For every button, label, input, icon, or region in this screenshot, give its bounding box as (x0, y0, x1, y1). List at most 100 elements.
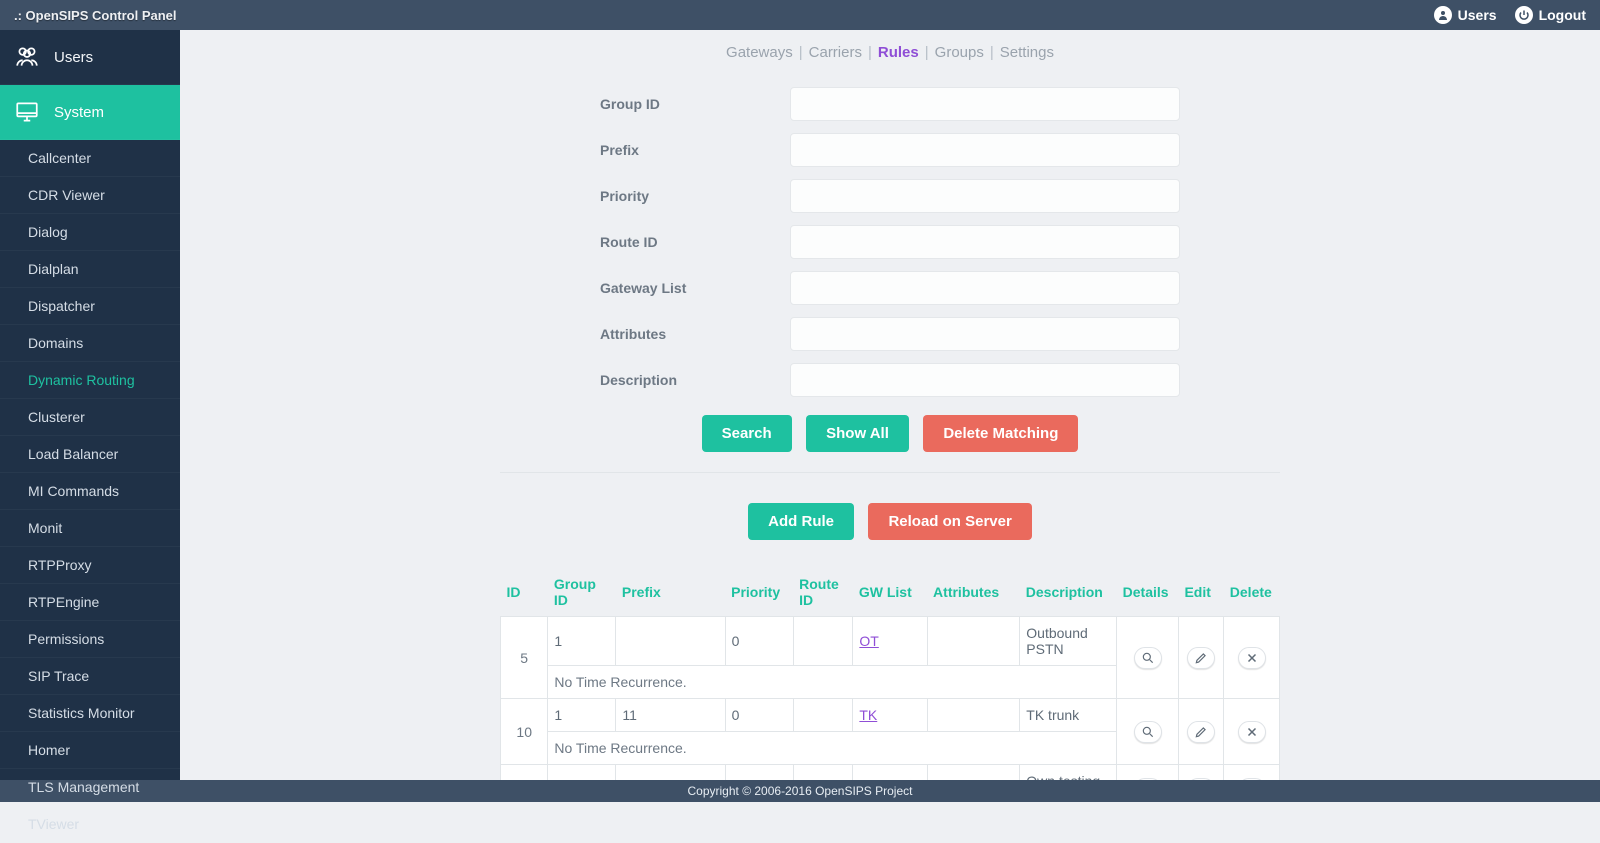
main-scroll[interactable]: Gateways|Carriers|Rules|Groups|Settings … (180, 30, 1600, 780)
details-icon[interactable] (1134, 647, 1162, 669)
reload-server-button[interactable]: Reload on Server (868, 503, 1031, 540)
cell-edit (1178, 617, 1223, 699)
cell-gw: OT (853, 617, 927, 666)
cell-id: 5 (501, 617, 548, 699)
input-priority[interactable] (790, 179, 1180, 213)
sidebar-item-cdr-viewer[interactable]: CDR Viewer (0, 177, 180, 214)
col-gw-list[interactable]: GW List (853, 568, 927, 617)
tab-groups[interactable]: Groups (935, 44, 984, 61)
sidebar-item-dialplan[interactable]: Dialplan (0, 251, 180, 288)
topbar-users-link[interactable]: Users (1434, 6, 1497, 24)
cell-edit (1178, 699, 1223, 765)
col-id[interactable]: ID (501, 568, 548, 617)
cell: 1 (548, 617, 616, 666)
cell (927, 765, 1020, 781)
edit-icon[interactable] (1187, 778, 1215, 780)
cell-id: 20 (501, 765, 548, 781)
tab-settings[interactable]: Settings (1000, 44, 1054, 61)
sidebar-item-mi-commands[interactable]: MI Commands (0, 473, 180, 510)
edit-icon[interactable] (1187, 721, 1215, 743)
search-button[interactable]: Search (702, 415, 792, 452)
cell (616, 617, 725, 666)
sidebar-item-rtpproxy[interactable]: RTPProxy (0, 547, 180, 584)
cell-delete (1224, 699, 1280, 765)
sidebar-item-tviewer[interactable]: TViewer (0, 806, 180, 843)
col-priority[interactable]: Priority (725, 568, 793, 617)
col-delete[interactable]: Delete (1224, 568, 1280, 617)
gw-link[interactable]: OT (859, 633, 878, 649)
tab-gateways[interactable]: Gateways (726, 44, 793, 61)
sidebar-item-homer[interactable]: Homer (0, 732, 180, 769)
sidebar-item-users[interactable]: Users (0, 30, 180, 85)
sidebar-item-domains[interactable]: Domains (0, 325, 180, 362)
label-prefix: Prefix (600, 142, 790, 158)
details-icon[interactable] (1134, 778, 1162, 780)
cell-details (1117, 765, 1179, 781)
input-routeid[interactable] (790, 225, 1180, 259)
details-icon[interactable] (1134, 721, 1162, 743)
col-prefix[interactable]: Prefix (616, 568, 725, 617)
delete-icon[interactable] (1238, 778, 1266, 780)
input-groupid[interactable] (790, 87, 1180, 121)
sidebar-item-callcenter[interactable]: Callcenter (0, 140, 180, 177)
sidebar-item-permissions[interactable]: Permissions (0, 621, 180, 658)
col-group-id[interactable]: Group ID (548, 568, 616, 617)
footer-text: Copyright © 2006-2016 OpenSIPS Project (688, 784, 913, 798)
col-description[interactable]: Description (1020, 568, 1117, 617)
delete-icon[interactable] (1238, 647, 1266, 669)
input-description[interactable] (790, 363, 1180, 397)
label-attributes: Attributes (600, 326, 790, 342)
cell (927, 617, 1020, 666)
form-row-description: Description (600, 363, 1180, 397)
tab-separator: | (919, 44, 935, 61)
sidebar-item-monit[interactable]: Monit (0, 510, 180, 547)
table-row: 510OTOutbound PSTN (501, 617, 1280, 666)
col-attributes[interactable]: Attributes (927, 568, 1020, 617)
col-route-id[interactable]: Route ID (793, 568, 853, 617)
power-icon (1515, 6, 1533, 24)
tab-carriers[interactable]: Carriers (809, 44, 862, 61)
sidebar-item-clusterer[interactable]: Clusterer (0, 399, 180, 436)
sidebar-item-sip-trace[interactable]: SIP Trace (0, 658, 180, 695)
topbar-logout-label: Logout (1539, 7, 1586, 23)
sidebar-item-load-balancer[interactable]: Load Balancer (0, 436, 180, 473)
sidebar-item-dynamic-routing[interactable]: Dynamic Routing (0, 362, 180, 399)
cell: 0 (725, 617, 793, 666)
form-row-routeid: Route ID (600, 225, 1180, 259)
topbar-users-label: Users (1458, 7, 1497, 23)
edit-icon[interactable] (1187, 647, 1215, 669)
input-attributes[interactable] (790, 317, 1180, 351)
label-description: Description (600, 372, 790, 388)
sidebar-users-label: Users (54, 49, 93, 66)
cell-details (1117, 699, 1179, 765)
topbar-logout-link[interactable]: Logout (1515, 6, 1586, 24)
gw-link[interactable]: TK (859, 707, 877, 723)
section-divider (500, 472, 1280, 473)
tab-rules[interactable]: Rules (878, 44, 919, 61)
rule-buttons: Add Rule Reload on Server (500, 503, 1280, 540)
app-title: .: OpenSIPS Control Panel (14, 8, 177, 23)
col-edit[interactable]: Edit (1178, 568, 1223, 617)
cell: 1 (548, 765, 616, 781)
add-rule-button[interactable]: Add Rule (748, 503, 854, 540)
sidebar-item-rtpengine[interactable]: RTPEngine (0, 584, 180, 621)
cell-gw: TK (853, 699, 927, 732)
col-details[interactable]: Details (1117, 568, 1179, 617)
delete-matching-button[interactable]: Delete Matching (923, 415, 1078, 452)
form-row-gwlist: Gateway List (600, 271, 1180, 305)
cell-id: 10 (501, 699, 548, 765)
delete-icon[interactable] (1238, 721, 1266, 743)
sidebar: Users System CallcenterCDR ViewerDialogD… (0, 30, 180, 780)
input-gwlist[interactable] (790, 271, 1180, 305)
sidebar-item-dispatcher[interactable]: Dispatcher (0, 288, 180, 325)
table-row: 101110TKTK trunk (501, 699, 1280, 732)
show-all-button[interactable]: Show All (806, 415, 909, 452)
cell: 0 (725, 699, 793, 732)
recurrence-text: No Time Recurrence. (548, 666, 1117, 699)
topbar: .: OpenSIPS Control Panel Users Logout (0, 0, 1600, 30)
sidebar-item-tls-management[interactable]: TLS Management (0, 769, 180, 806)
input-prefix[interactable] (790, 133, 1180, 167)
sidebar-item-system[interactable]: System (0, 85, 180, 140)
sidebar-item-dialog[interactable]: Dialog (0, 214, 180, 251)
sidebar-item-statistics-monitor[interactable]: Statistics Monitor (0, 695, 180, 732)
